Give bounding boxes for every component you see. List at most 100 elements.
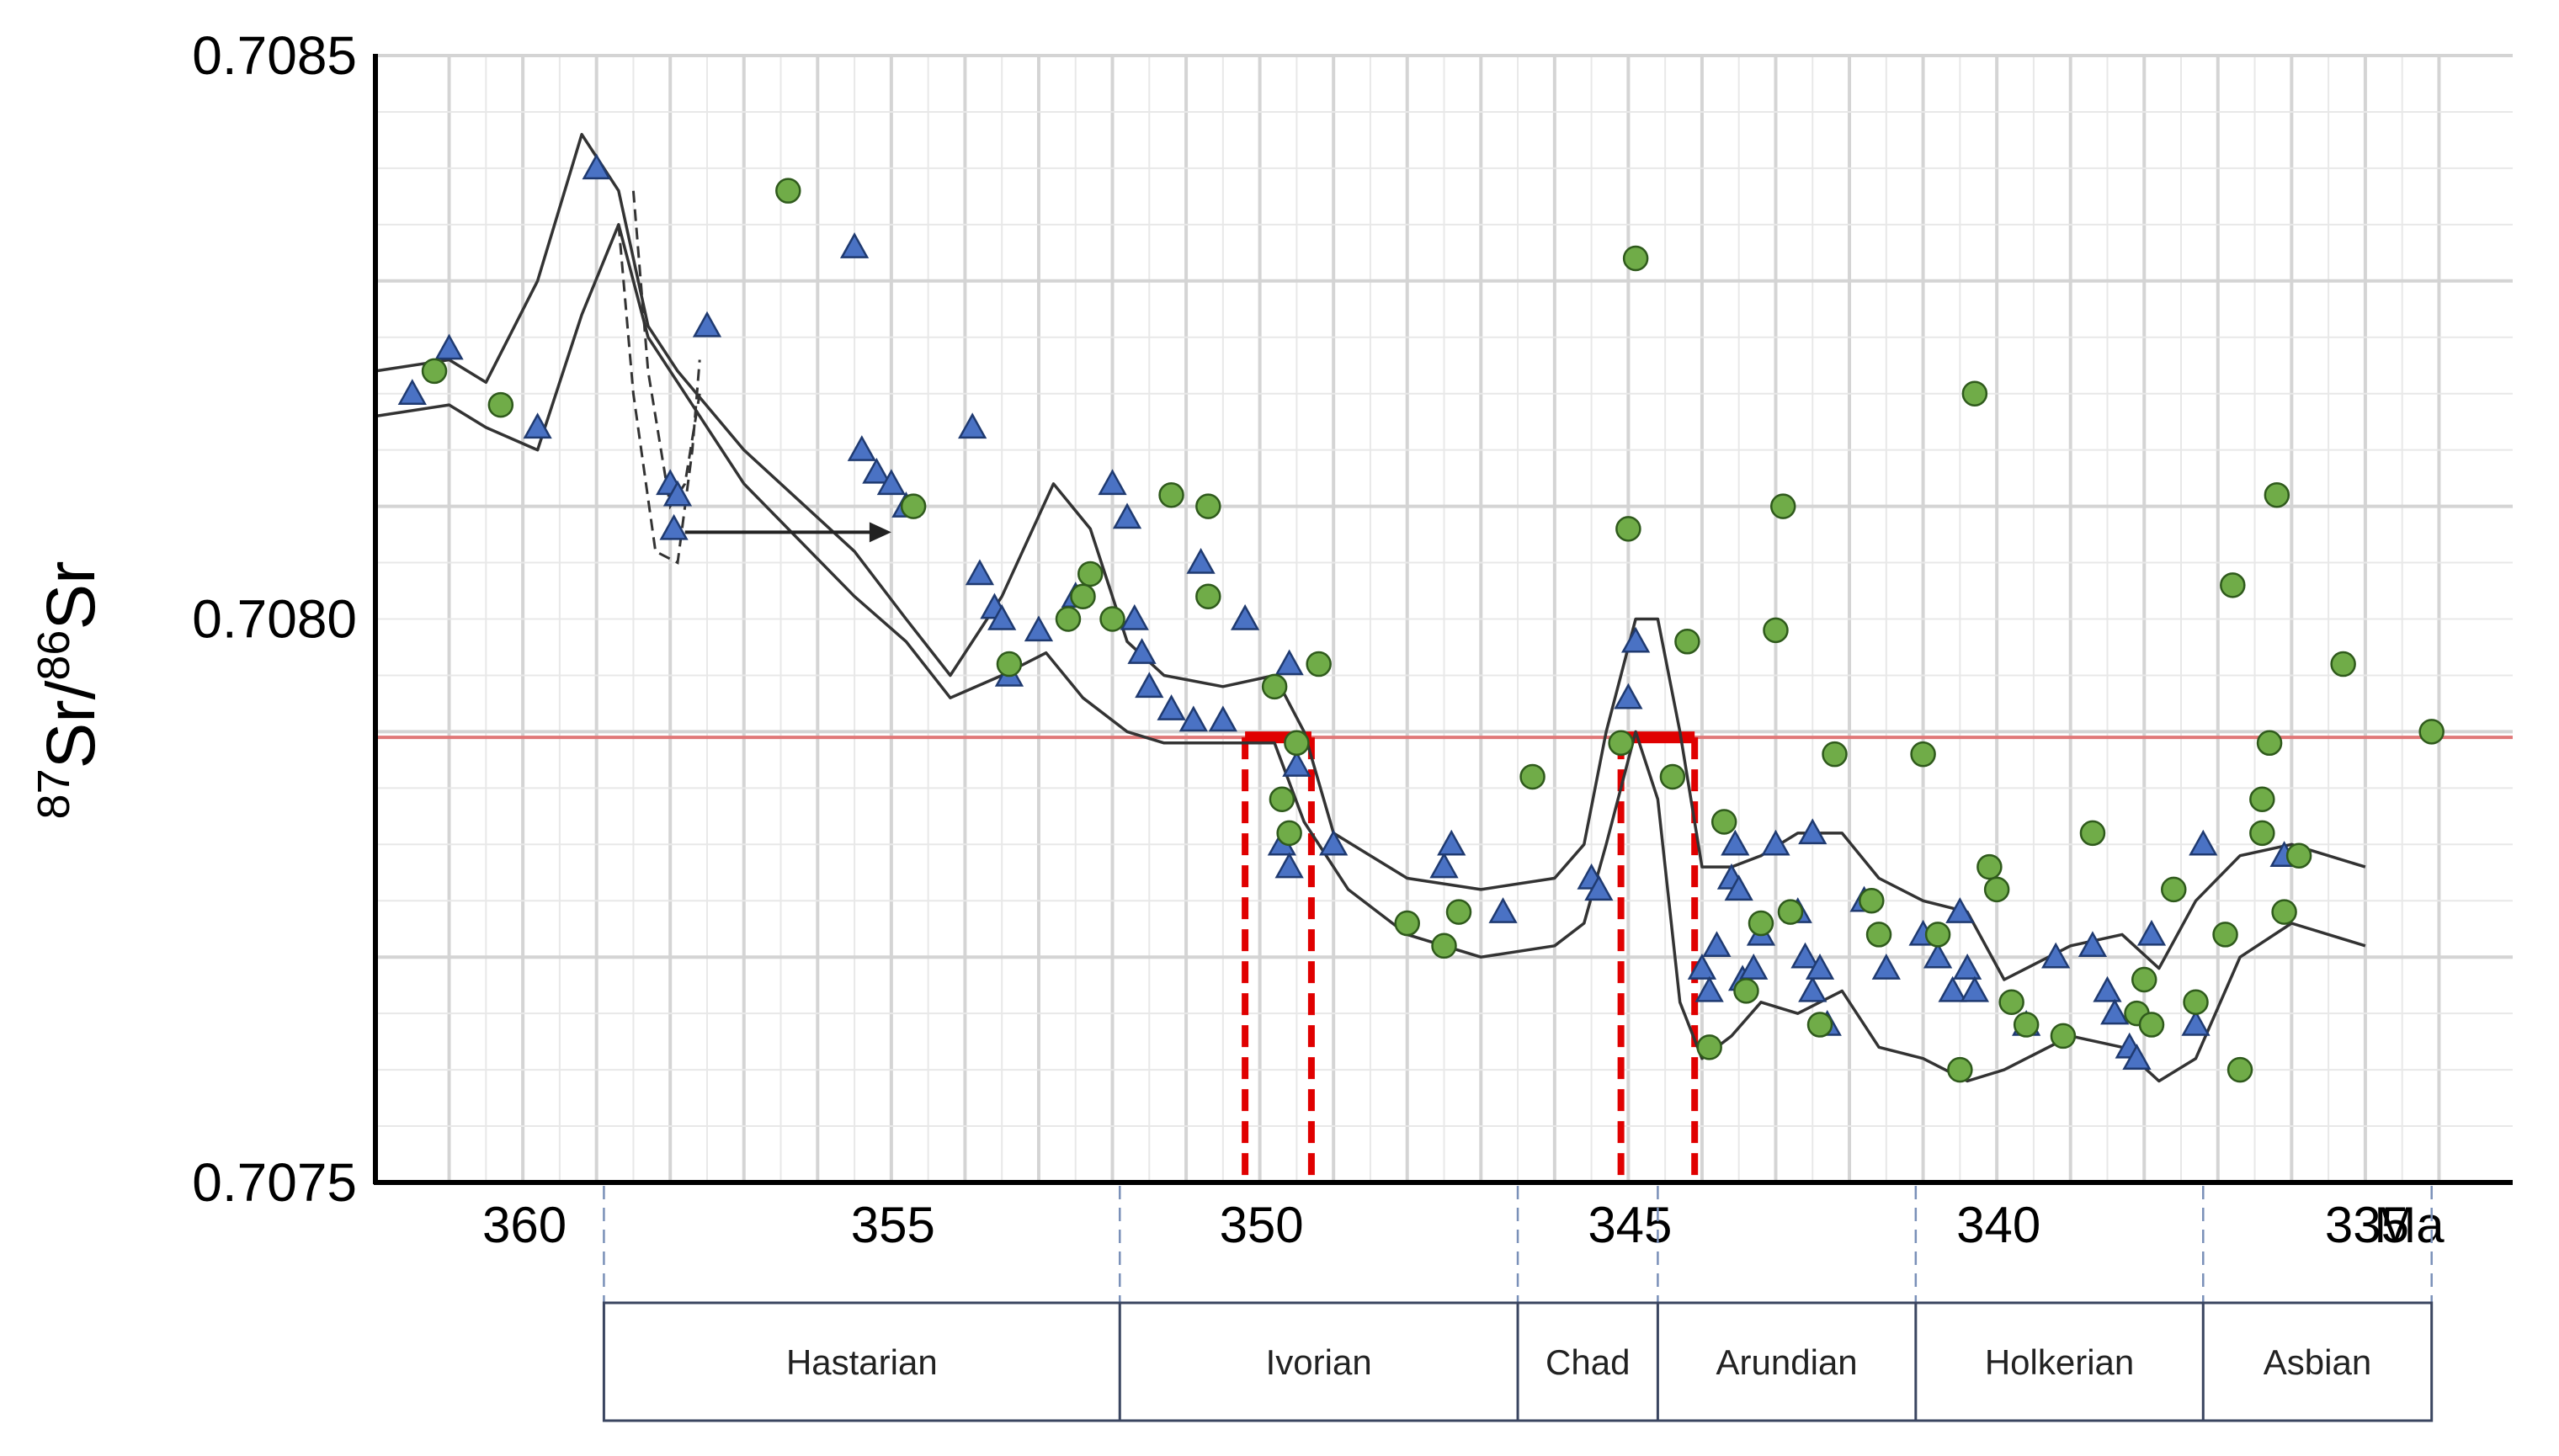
triangle-point [1798, 818, 1827, 845]
triangle-point [1938, 975, 1967, 1002]
arrow-head [869, 522, 891, 543]
triangle-point [1724, 874, 1753, 901]
circle-point [2330, 651, 2356, 678]
circle-point [1659, 763, 1686, 790]
circle-point [2285, 842, 2312, 869]
circle-point [487, 391, 514, 418]
triangle-point [1319, 829, 1349, 856]
triangle-point [1127, 638, 1157, 664]
triangle-point [1120, 603, 1149, 630]
x-tick-labels: 360 355 350 345 340 335 [482, 1197, 2409, 1253]
triangle-point [965, 559, 995, 586]
triangle-point [1429, 852, 1459, 879]
triangle-point [1798, 975, 1827, 1002]
circle-point [1947, 1056, 1973, 1083]
circle-point [1306, 651, 1332, 678]
triangle-point [987, 603, 1017, 630]
triangle-point [1694, 975, 1724, 1002]
circle-point [2226, 1056, 2253, 1083]
stage-label: Hastarian [786, 1342, 938, 1382]
circle-point [1733, 978, 1759, 1004]
circle-point [1696, 1034, 1722, 1060]
arrow-annotation [684, 522, 891, 543]
stage-label: Holkerian [1985, 1342, 2134, 1382]
triangle-point [1282, 750, 1311, 777]
x-tick-label: 355 [851, 1197, 935, 1253]
circle-point [2079, 820, 2106, 847]
circle-point [1822, 741, 1848, 768]
y-tick-label: 0.7075 [192, 1152, 357, 1213]
triangle-point [1274, 852, 1304, 879]
circle-point [1924, 922, 1951, 948]
circle-point [1276, 820, 1302, 847]
circle-point [1806, 1012, 1833, 1038]
circle-point [2161, 876, 2187, 903]
triangle-point [582, 153, 611, 180]
circle-point [1961, 380, 1988, 407]
circle-point [1763, 617, 1789, 644]
circle-point [2183, 989, 2209, 1016]
triangle-point [1186, 547, 1216, 574]
circle-point [1070, 583, 1096, 609]
triangle-point [2100, 998, 2130, 1025]
stage-table: Hastarian Ivorian Chad Arundian Holkerian Asb… [602, 1186, 2434, 1422]
triangle-point [1805, 954, 1835, 980]
x-tick-label: 350 [1220, 1197, 1304, 1253]
triangle-point [397, 379, 427, 405]
circle-point [1284, 730, 1310, 757]
triangle-point [1230, 603, 1260, 630]
x-tick-label: 345 [1588, 1197, 1672, 1253]
circle-point [900, 493, 927, 519]
triangle-point [2041, 942, 2071, 969]
circle-point [2013, 1012, 2040, 1038]
circle-point [1195, 493, 1221, 519]
circle-point [1865, 922, 1892, 948]
triangle-point [1952, 954, 1982, 980]
x-tick-label: 340 [1956, 1197, 2040, 1253]
triangle-point [1488, 897, 1518, 923]
triangle-point [862, 457, 891, 484]
stage-label: Chad [1546, 1342, 1630, 1382]
circle-point [775, 178, 801, 204]
triangle-point [1761, 829, 1790, 856]
circle-point [1269, 786, 1295, 812]
triangle-point [1112, 502, 1142, 529]
triangle-point [1923, 942, 1953, 969]
y-tick-label: 0.7085 [192, 25, 357, 86]
triangle-point [523, 412, 552, 439]
circle-point [1622, 245, 1649, 272]
circle-point [1859, 888, 1885, 914]
triangle-point [839, 232, 870, 258]
y-tick-labels: 0.7075 0.7080 0.7085 [192, 25, 357, 1213]
triangle-point [847, 435, 876, 461]
triangle-point [1098, 469, 1127, 496]
circle-point [2249, 786, 2275, 812]
triangle-point [2078, 931, 2108, 958]
triangle-point [1739, 954, 1769, 980]
x-tick-label: 335 [2325, 1197, 2409, 1253]
highlight-intervals [1242, 731, 1699, 1182]
circle-point [1983, 876, 2010, 903]
triangle-point [2136, 919, 2167, 946]
circle-point [2256, 730, 2283, 757]
x-tick-label: 360 [482, 1197, 567, 1253]
circle-point [1748, 910, 1774, 937]
circle-point [1158, 481, 1184, 508]
circle-point [1261, 673, 1288, 700]
stage-label: Arundian [1716, 1342, 1858, 1382]
circle-point [2050, 1023, 2077, 1049]
circle-point [1099, 606, 1125, 632]
triangle-point [1960, 975, 1989, 1002]
x-unit-label: Ma [2374, 1197, 2445, 1253]
triangle-point [1621, 626, 1651, 653]
circle-point [1710, 809, 1737, 835]
circle-point [1195, 583, 1221, 609]
triangle-point [876, 469, 906, 496]
triangle-point [1871, 954, 1901, 980]
triangle-point [1721, 829, 1750, 856]
triangle-point [2122, 1044, 2152, 1070]
triangle-point [1157, 694, 1186, 720]
circle-point [2418, 719, 2445, 745]
